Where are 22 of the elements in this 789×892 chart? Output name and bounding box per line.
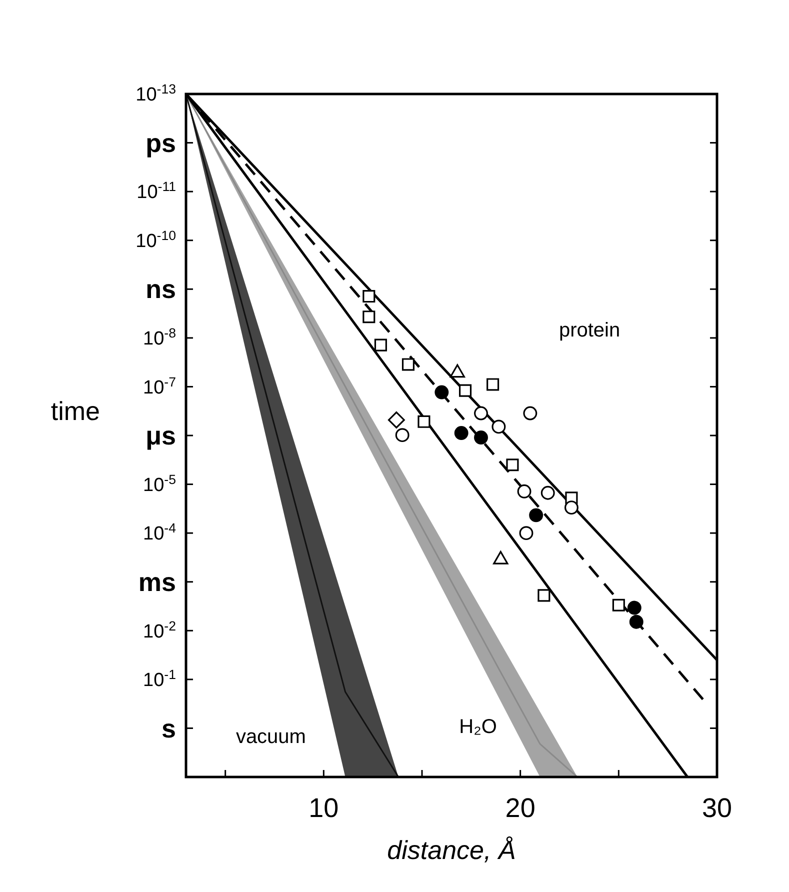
annotation: H₂O bbox=[459, 716, 497, 738]
y-tick-label: ms bbox=[138, 566, 176, 597]
annotation: vacuum bbox=[236, 726, 306, 748]
x-tick-label: 10 bbox=[308, 793, 339, 823]
y-tick-label: 10$^{-11}$ bbox=[136, 178, 176, 204]
y-tick-label: 10$^{-8}$ bbox=[143, 325, 176, 350]
y-tick-label: μs bbox=[146, 420, 176, 451]
y-tick-label: ns bbox=[146, 274, 176, 304]
x-axis-title: distance, Å bbox=[387, 835, 516, 865]
y-tick-label: 10$^{-10}$ bbox=[136, 228, 176, 252]
x-tick-label: 20 bbox=[505, 793, 536, 823]
annotation: protein bbox=[558, 320, 620, 342]
y-tick-label: ps bbox=[146, 128, 176, 158]
y-tick-label: 10$^{-1}$ bbox=[143, 666, 176, 692]
y-tick-label: 10$^{-2}$ bbox=[143, 618, 176, 642]
y-tick-label: 10$^{-13}$ bbox=[136, 81, 176, 106]
y-tick-label: s bbox=[162, 713, 176, 744]
y-axis-title: time bbox=[50, 396, 100, 426]
x-tick-label: 30 bbox=[702, 793, 732, 823]
y-tick-label: 10$^{-4}$ bbox=[143, 520, 176, 545]
y-tick-label: 10$^{-7}$ bbox=[143, 374, 176, 398]
y-tick-label: 10$^{-5}$ bbox=[143, 471, 176, 496]
